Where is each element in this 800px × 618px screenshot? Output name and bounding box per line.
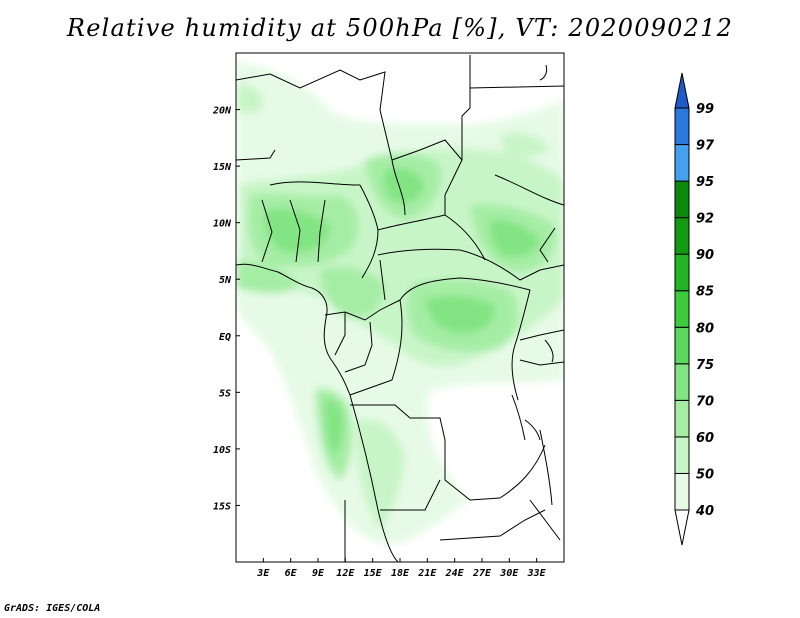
colorbar-level-label: 70 [696, 394, 714, 409]
lon-tick-label: 33E [527, 568, 547, 579]
lon-tick-label: 24E [445, 568, 465, 579]
colorbar-box [674, 472, 690, 511]
colorbar-level-label: 92 [696, 212, 714, 227]
colorbar-box [674, 107, 690, 146]
lon-tick-label: 15E [364, 568, 383, 579]
country-borders [236, 55, 564, 562]
colorbar-level-label: 85 [696, 285, 714, 300]
lon-tick-label: 21E [417, 568, 437, 579]
colorbar: 40 50 60 70 75 80 85 90 92 95 97 99 [674, 72, 715, 546]
lat-tick-label: 5N [219, 275, 232, 286]
lat-tick-label: 5S [219, 388, 231, 399]
colorbar-level-label: 97 [696, 139, 715, 154]
map-axes: 3E 6E 9E 12E 15E 18E 21E 24E 27E 30E 33E 20N 15N 10N 5… [212, 106, 547, 579]
colorbar-lower-triangle [674, 509, 690, 546]
colorbar-box [674, 253, 690, 292]
colorbar-box [674, 363, 690, 401]
colorbar-level-label: 95 [696, 175, 714, 190]
lat-tick-label: 20N [212, 106, 232, 117]
lat-tick-label: EQ [219, 332, 231, 343]
colorbar-box [674, 436, 690, 474]
lon-tick-label: 27E [472, 568, 492, 579]
lon-tick-label: 6E [285, 568, 298, 579]
colorbar-level-label: 60 [696, 431, 714, 446]
lon-tick-label: 12E [336, 568, 355, 579]
lon-tick-label: 18E [391, 568, 410, 579]
lat-tick-label: 10S [213, 445, 231, 456]
lon-tick-label: 30E [499, 568, 519, 579]
lon-tick-label: 9E [312, 568, 325, 579]
colorbar-box [674, 217, 690, 255]
colorbar-level-label: 50 [696, 467, 714, 482]
colorbar-level-label: 75 [696, 358, 714, 373]
map-title: Relative humidity at 500hPa [%], VT: 202… [66, 14, 734, 42]
colorbar-upper-triangle [674, 72, 690, 109]
grads-credit: GrADS: IGES/COLA [4, 603, 101, 614]
colorbar-box [674, 144, 690, 182]
lat-tick-label: 15S [213, 501, 231, 512]
colorbar-box [674, 180, 690, 219]
colorbar-level-label: 90 [696, 248, 714, 263]
colorbar-box [674, 326, 690, 365]
lon-tick-label: 3E [256, 568, 270, 579]
colorbar-level-label: 40 [695, 504, 714, 519]
colorbar-level-label: 99 [696, 102, 714, 117]
lat-tick-label: 15N [213, 162, 232, 173]
lat-tick-label: 10N [213, 219, 232, 230]
colorbar-box [674, 290, 690, 328]
colorbar-box [674, 399, 690, 438]
colorbar-level-label: 80 [696, 321, 714, 336]
